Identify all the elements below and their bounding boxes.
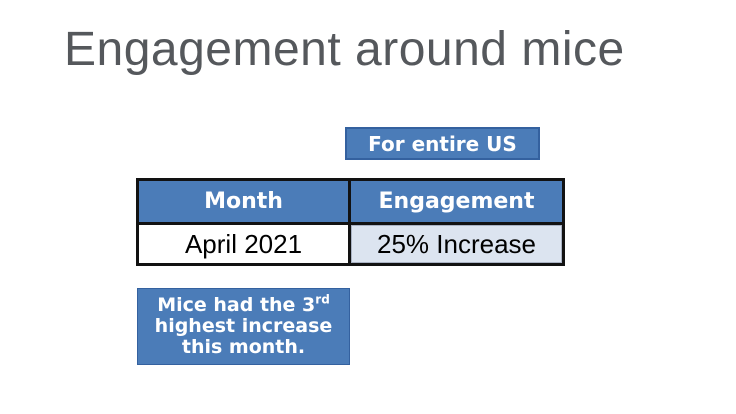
callout-box: Mice had the 3rd highest increase this m… bbox=[137, 288, 350, 365]
callout-line-2: highest increase bbox=[154, 315, 333, 337]
callout-superscript: rd bbox=[315, 292, 330, 307]
table-cell-month: April 2021 bbox=[139, 222, 348, 263]
callout-line-3: this month. bbox=[181, 336, 306, 358]
scope-badge-label: For entire US bbox=[368, 131, 517, 156]
page-title: Engagement around mice bbox=[64, 23, 625, 76]
table-header-row: Month Engagement bbox=[139, 181, 562, 222]
table-row: April 2021 25% Increase bbox=[139, 222, 562, 263]
table-header-month: Month bbox=[139, 181, 348, 222]
engagement-table: Month Engagement April 2021 25% Increase bbox=[136, 178, 565, 266]
callout-line-1-text: Mice had the 3 bbox=[157, 294, 316, 316]
table-header-engagement: Engagement bbox=[348, 181, 562, 222]
scope-badge: For entire US bbox=[345, 127, 540, 160]
table-cell-engagement: 25% Increase bbox=[348, 222, 562, 263]
callout-line-1: Mice had the 3rd bbox=[157, 292, 330, 316]
